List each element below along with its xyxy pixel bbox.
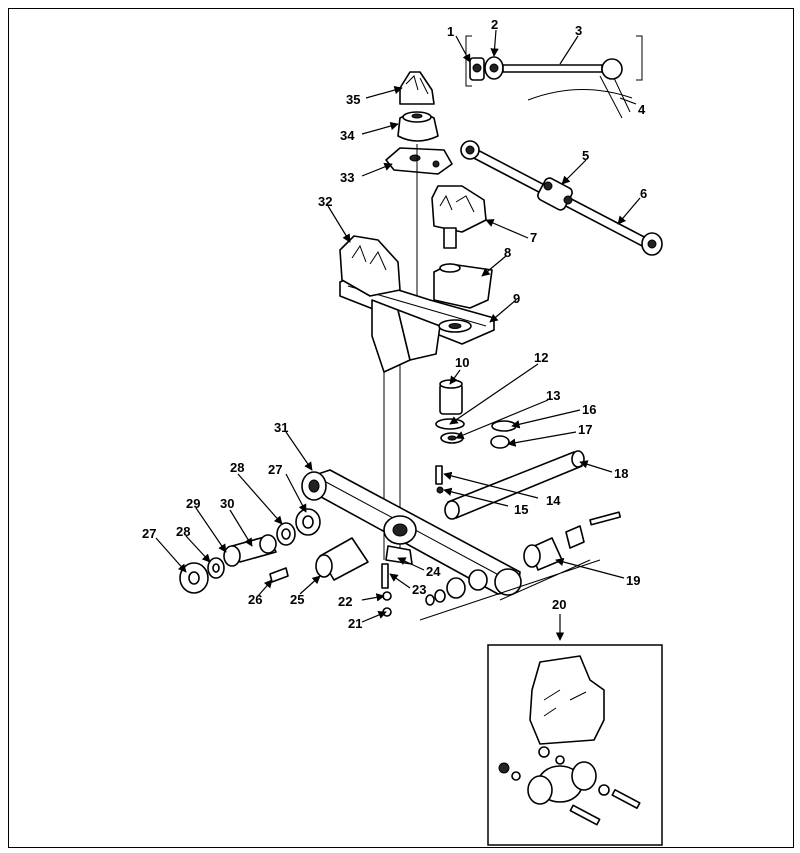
callout-35: 35 <box>346 92 360 107</box>
callout-17: 17 <box>578 422 592 437</box>
callout-26: 26 <box>248 592 262 607</box>
crossmember <box>339 235 495 373</box>
callout-13: 13 <box>546 388 560 403</box>
mount-bracket-right <box>431 185 487 249</box>
track-rod-assembly <box>460 140 663 256</box>
callout-7: 7 <box>530 230 537 245</box>
callout-28-right: 28 <box>230 460 244 475</box>
callout-12: 12 <box>534 350 548 365</box>
callout-10: 10 <box>455 355 469 370</box>
callout-29: 29 <box>186 496 200 511</box>
diagram-border <box>8 8 794 848</box>
callout-3: 3 <box>575 23 582 38</box>
callout-34: 34 <box>340 128 355 143</box>
callout-30: 30 <box>220 496 234 511</box>
leader-lines <box>155 29 641 641</box>
retaining-clip <box>269 567 289 583</box>
retainer-plate <box>385 147 453 175</box>
callout-27-right: 27 <box>268 462 282 477</box>
callout-19: 19 <box>626 573 640 588</box>
callout-5: 5 <box>582 148 589 163</box>
callout-25: 25 <box>290 592 304 607</box>
callout-2: 2 <box>491 17 498 32</box>
lower-bolts <box>381 563 488 617</box>
lower-control-arm <box>301 469 522 596</box>
callout-28-left: 28 <box>176 524 190 539</box>
callout-22: 22 <box>338 594 352 609</box>
callout-32: 32 <box>318 194 332 209</box>
callout-27-left: 27 <box>142 526 156 541</box>
callout-9: 9 <box>513 291 520 306</box>
left-bushing-set <box>179 508 369 594</box>
callout-31: 31 <box>274 420 288 435</box>
callout-18: 18 <box>614 466 628 481</box>
callout-4: 4 <box>638 102 646 117</box>
rear-bushing-set <box>523 511 622 571</box>
pivot-bushing-stack <box>435 379 517 494</box>
callout-21: 21 <box>348 616 362 631</box>
callout-24: 24 <box>426 564 441 579</box>
callout-14: 14 <box>546 493 561 508</box>
callout-23: 23 <box>412 582 426 597</box>
callout-1: 1 <box>447 24 454 39</box>
callout-16: 16 <box>582 402 596 417</box>
callout-6: 6 <box>640 186 647 201</box>
callout-8: 8 <box>504 245 511 260</box>
detail-inset <box>487 644 663 846</box>
link-rod-assembly <box>465 35 643 119</box>
callout-labels: 1 2 3 4 5 6 7 8 9 10 12 13 14 15 16 17 1… <box>142 17 647 631</box>
callout-20: 20 <box>552 597 566 612</box>
upper-mount-cone <box>399 71 435 105</box>
callout-15: 15 <box>514 502 528 517</box>
rubber-block <box>433 263 493 309</box>
rubber-insulator <box>397 111 439 142</box>
callout-33: 33 <box>340 170 354 185</box>
